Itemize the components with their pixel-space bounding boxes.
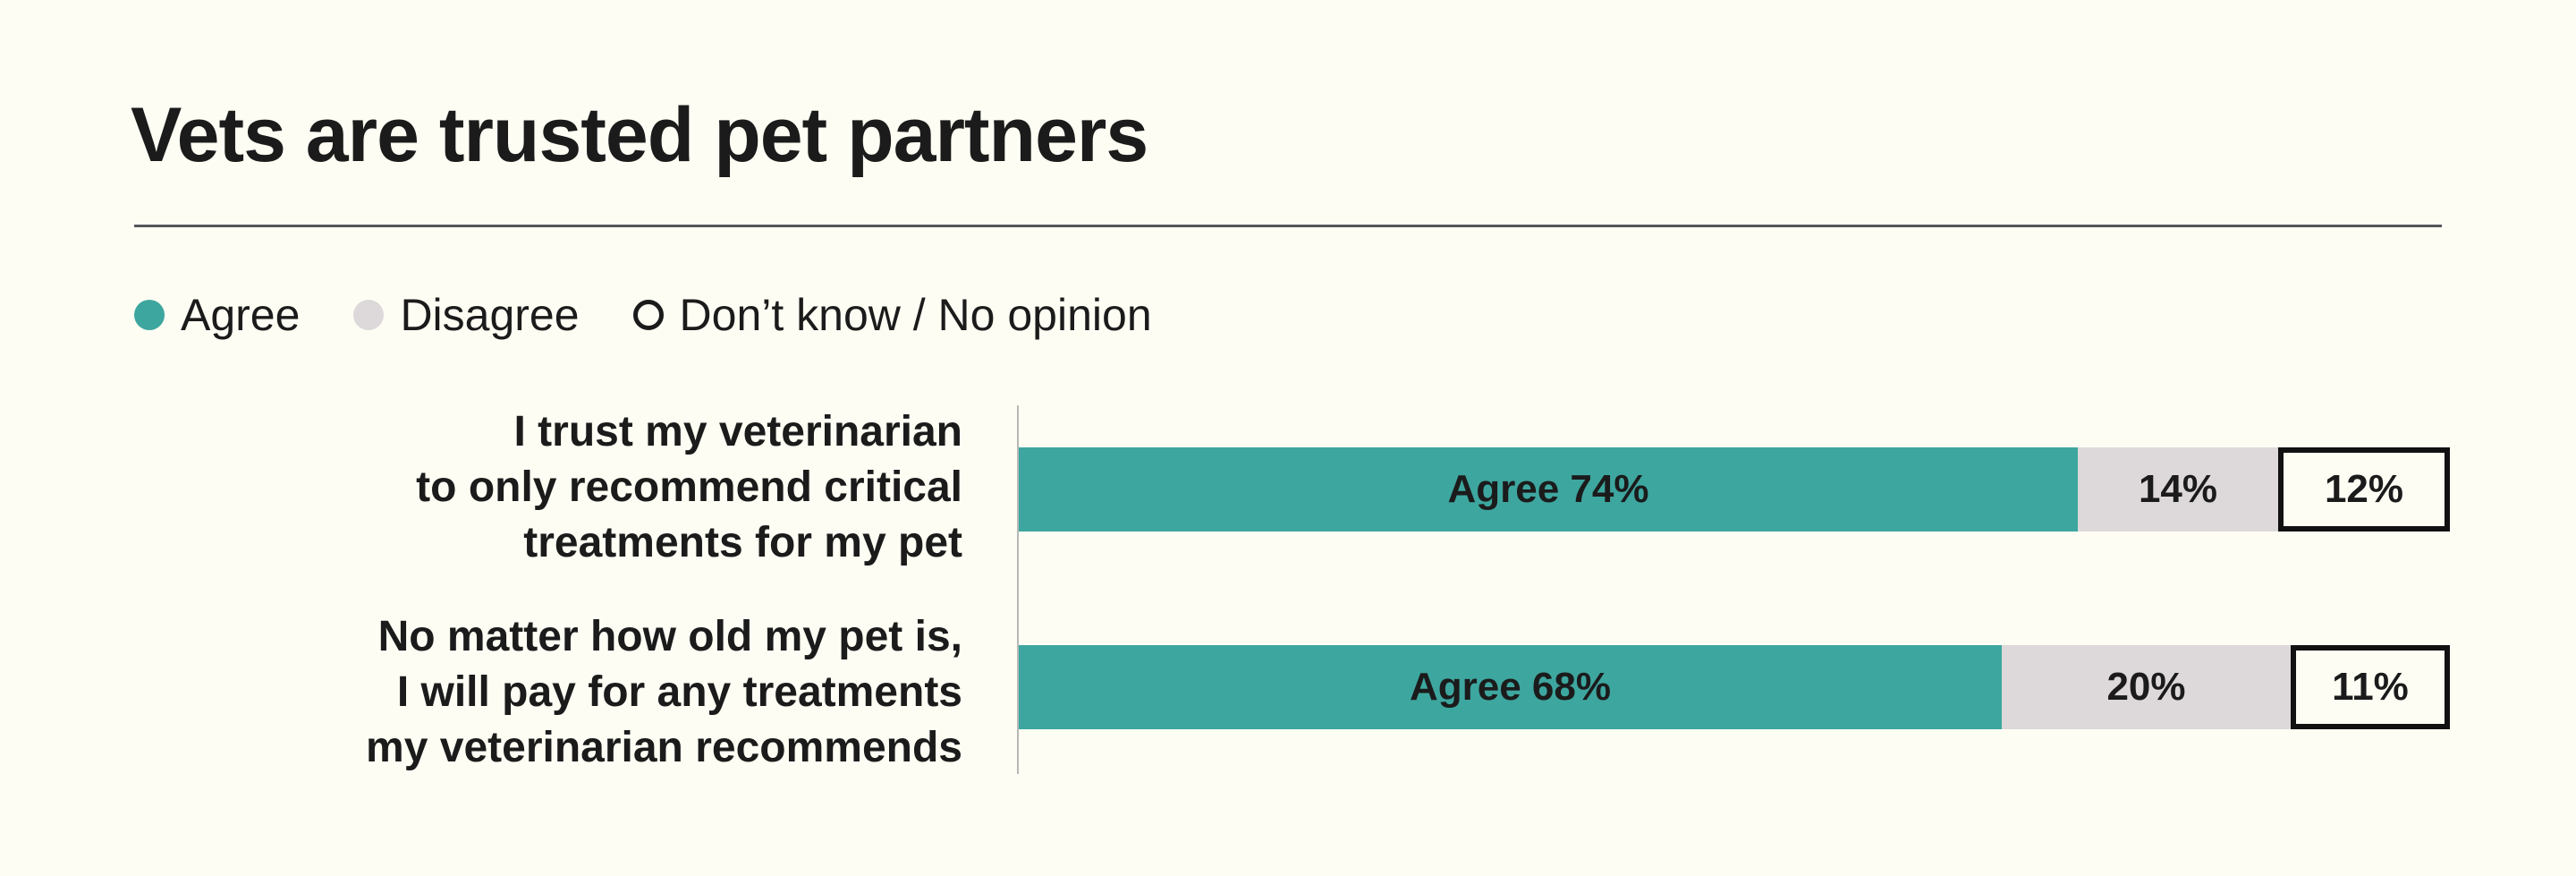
- category-label-line: I will pay for any treatments: [396, 668, 962, 716]
- data-label: 11%: [2332, 665, 2409, 709]
- legend-swatch-disagree: [353, 300, 385, 330]
- legend-swatch-dont-know: [632, 300, 664, 330]
- data-label: 14%: [2138, 467, 2218, 511]
- category-label-line: my veterinarian recommends: [366, 724, 962, 771]
- legend-item-disagree: Disagree: [353, 289, 580, 341]
- category-label-0: I trust my veterinarian to only recommen…: [283, 404, 962, 571]
- data-label: Agree 68%: [1409, 665, 1611, 709]
- category-label-line: I trust my veterinarian: [513, 408, 962, 455]
- data-label: 12%: [2324, 467, 2404, 511]
- legend-item-agree: Agree: [134, 289, 300, 341]
- bar-segment-agree: Agree 68%: [1019, 645, 2002, 729]
- bar-segment-don-t-know-no-opinion: 11%: [2291, 645, 2450, 729]
- legend-item-dont-know: Don’t know / No opinion: [632, 289, 1152, 341]
- category-label-line: to only recommend critical: [416, 464, 962, 511]
- category-axis-line: [1017, 405, 1019, 774]
- data-label: Agree 74%: [1447, 467, 1649, 511]
- bar-track-1: Agree 68% 20% 11%: [1019, 645, 2450, 729]
- legend-label-dont-know: Don’t know / No opinion: [679, 290, 1152, 340]
- chart-legend: Agree Disagree Don’t know / No opinion: [134, 288, 1206, 342]
- data-label: 20%: [2106, 665, 2186, 709]
- category-label-line: treatments for my pet: [523, 519, 962, 566]
- chart-title: Vets are trusted pet partners: [131, 92, 1148, 178]
- bar-segment-don-t-know-no-opinion: 12%: [2278, 447, 2450, 532]
- category-label-line: No matter how old my pet is,: [377, 613, 962, 660]
- legend-swatch-agree: [134, 300, 165, 330]
- legend-label-agree: Agree: [181, 290, 301, 340]
- bar-track-0: Agree 74% 14% 12%: [1019, 447, 2450, 532]
- legend-label-disagree: Disagree: [400, 290, 580, 340]
- bar-segment-agree: Agree 74%: [1019, 447, 2078, 532]
- bar-segment-disagree: 20%: [2002, 645, 2291, 729]
- title-divider: [134, 225, 2442, 227]
- category-label-1: No matter how old my pet is, I will pay …: [283, 609, 962, 776]
- bar-segment-disagree: 14%: [2078, 447, 2278, 532]
